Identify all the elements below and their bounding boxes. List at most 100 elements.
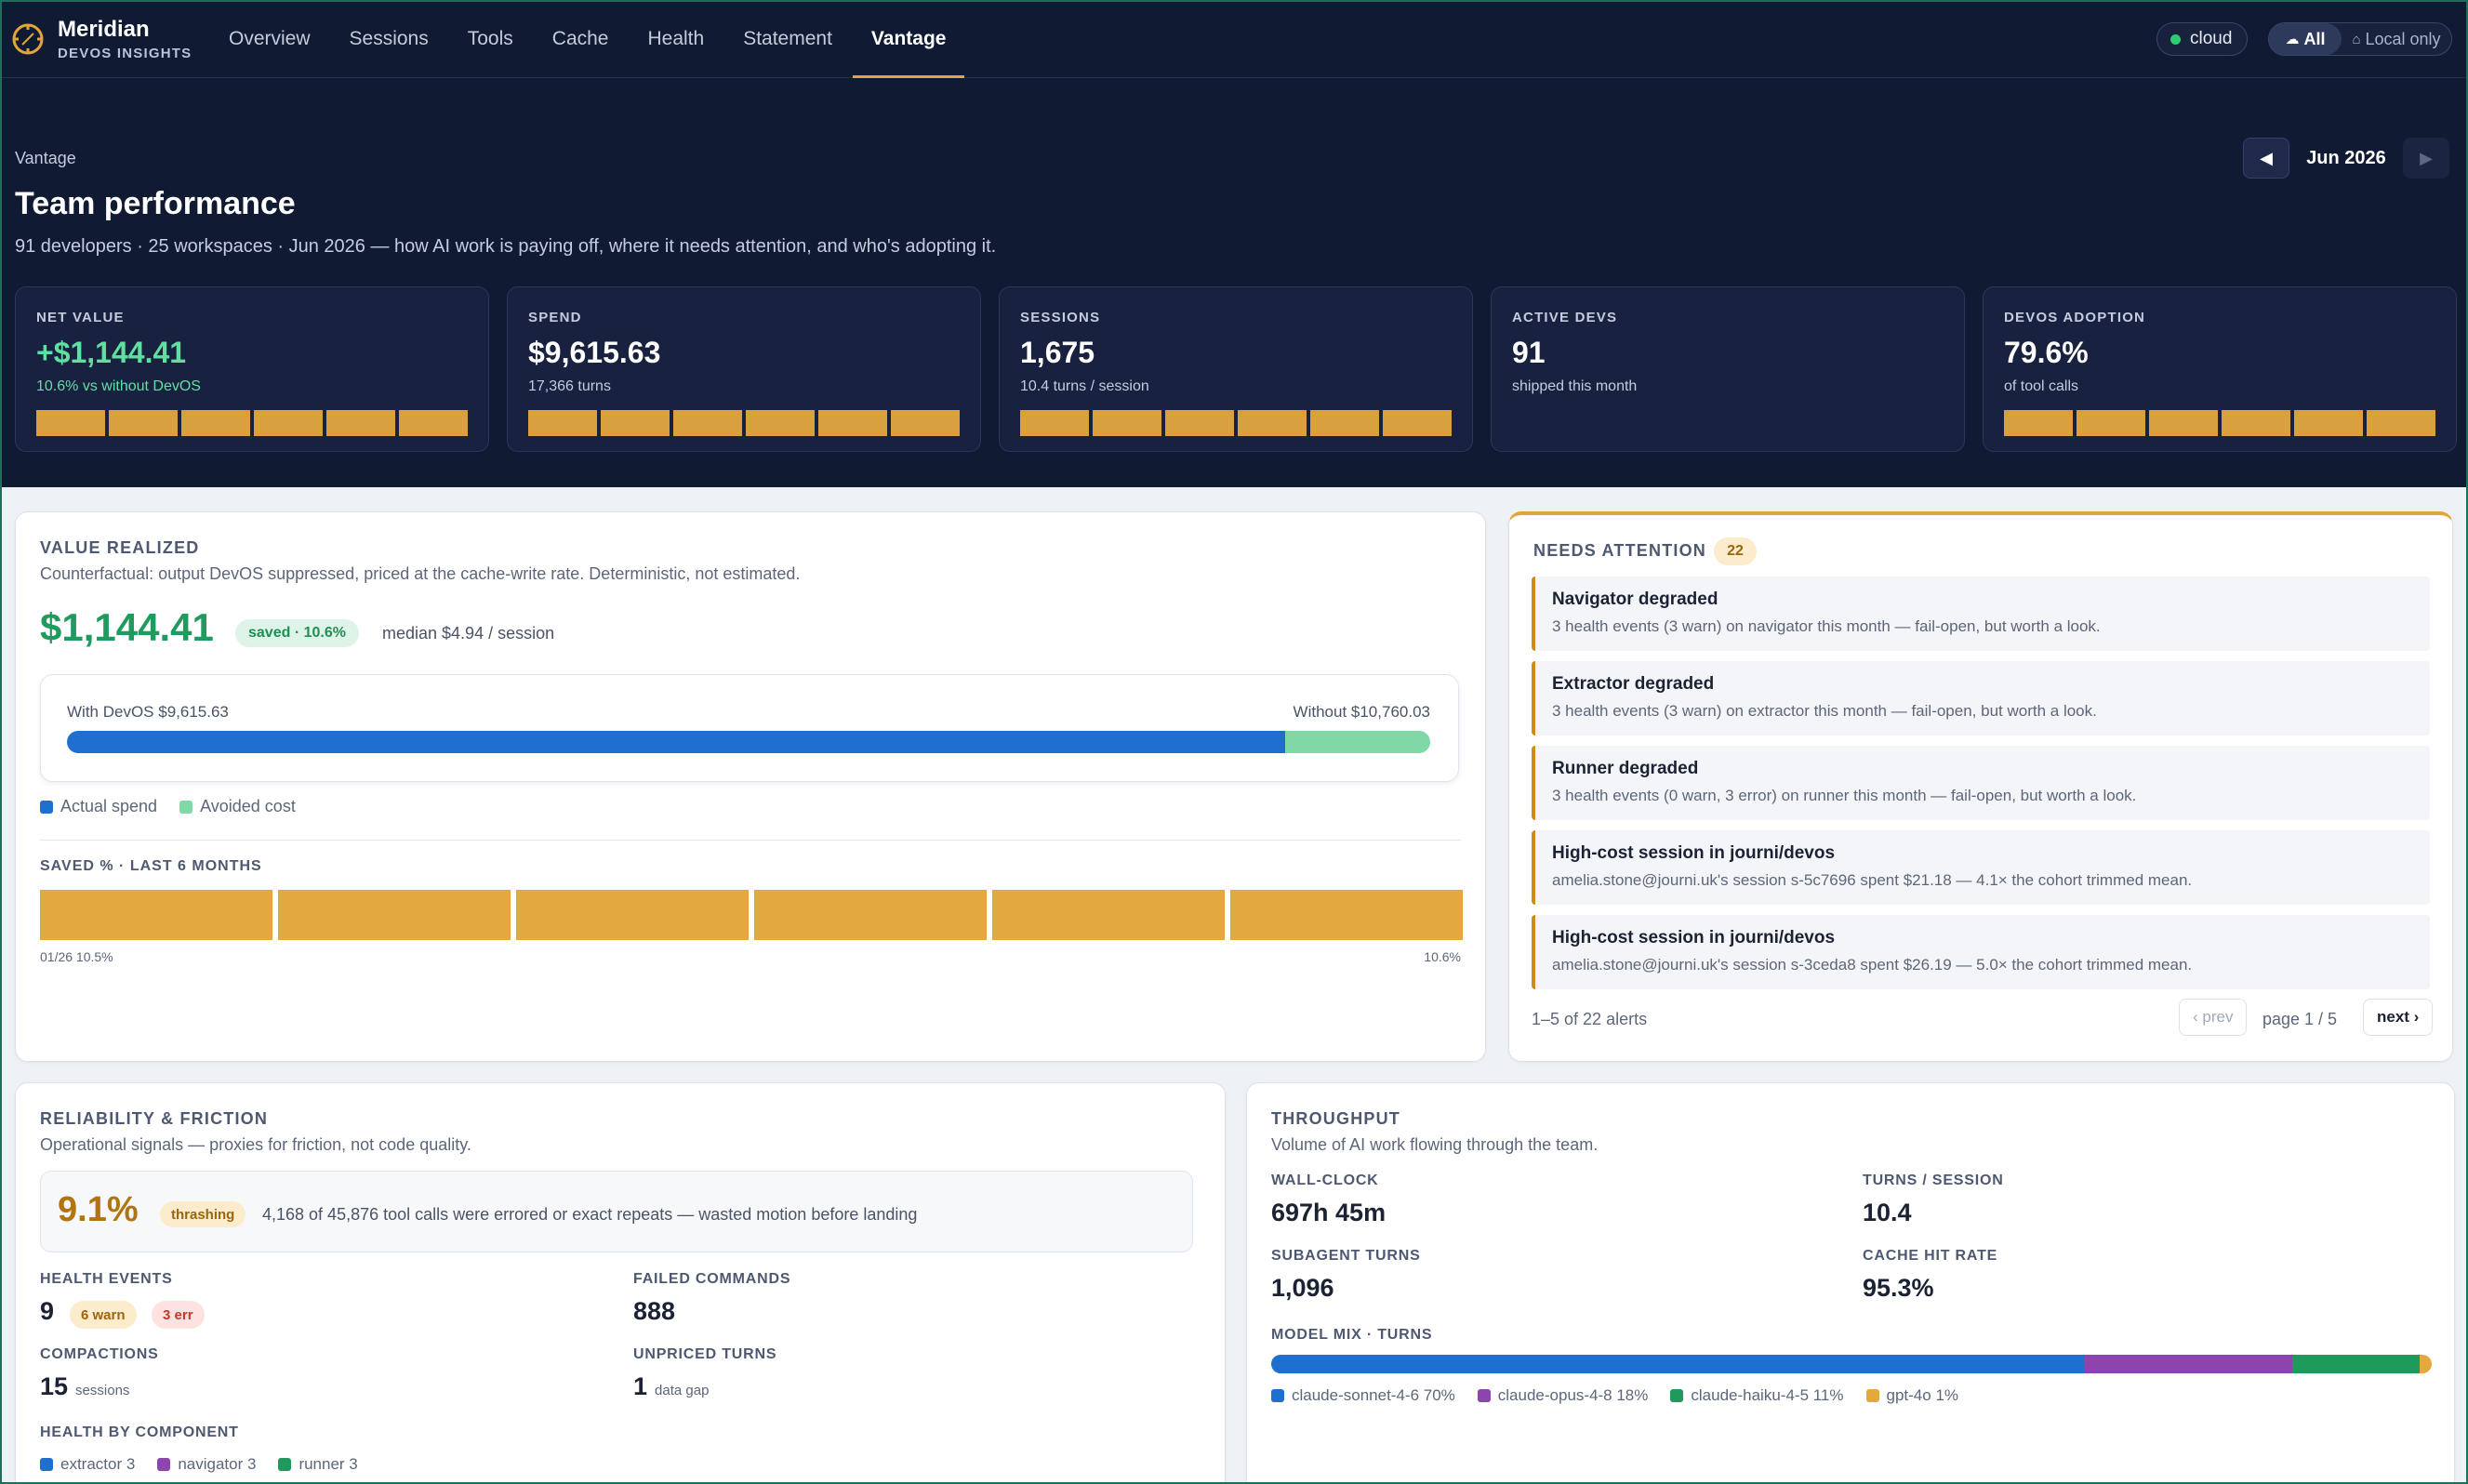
- brand-name: Meridian: [58, 17, 150, 42]
- kpi-value: 1,675: [1020, 336, 1095, 369]
- home-icon: ⌂: [2352, 31, 2361, 47]
- nav-overview[interactable]: Overview: [229, 28, 311, 49]
- kpi-value: +$1,144.41: [36, 336, 187, 369]
- alert-item[interactable]: Extractor degraded 3 health events (3 wa…: [1532, 661, 2430, 735]
- kpi-sparkbars: [1020, 410, 1452, 436]
- saved-history-end: 10.6%: [1424, 949, 1461, 964]
- component-navigator: navigator 3: [178, 1455, 257, 1473]
- brand[interactable]: Meridian DEVOS INSIGHTS: [9, 17, 192, 61]
- needs-attention-card: NEEDS ATTENTION 22 Navigator degraded 3 …: [1508, 511, 2453, 1062]
- kpi-label: DEVOS ADOPTION: [2004, 310, 2146, 325]
- saved-history-start: 01/26 10.5%: [40, 949, 113, 964]
- pagination-info: 1–5 of 22 alerts: [1532, 1010, 1648, 1028]
- legend-swatch: [179, 800, 193, 814]
- spark-bar: [746, 410, 815, 436]
- card-title: NEEDS ATTENTION: [1533, 541, 1707, 560]
- warn-count-badge: 6 warn: [70, 1301, 137, 1329]
- prev-month-button[interactable]: ◀: [2243, 138, 2289, 179]
- thrashing-badge: thrashing: [160, 1201, 246, 1227]
- spark-bar: [601, 410, 670, 436]
- legend-swatch: [1477, 1389, 1491, 1402]
- prev-page-button[interactable]: ‹ prev: [2179, 999, 2248, 1036]
- compactions-value: 15 sessions: [40, 1372, 129, 1401]
- kpi-sub: 10.6% vs without DevOS: [36, 378, 201, 394]
- page-title: Team performance: [15, 186, 296, 221]
- next-page-button[interactable]: next ›: [2363, 999, 2434, 1036]
- model-mix-segment: [1271, 1355, 2084, 1373]
- kpi-sessions: SESSIONS 1,675 10.4 turns / session: [999, 286, 1473, 452]
- alert-body: amelia.stone@journi.uk's session s-5c769…: [1552, 871, 2193, 889]
- alert-title: Navigator degraded: [1552, 590, 1718, 609]
- cloud-status-pill[interactable]: cloud: [2156, 22, 2249, 56]
- kpi-value: 79.6%: [2004, 336, 2089, 369]
- card-description: Volume of AI work flowing through the te…: [1271, 1135, 1599, 1154]
- alert-body: 3 health events (3 warn) on extractor th…: [1552, 702, 2097, 720]
- alert-item[interactable]: High-cost session in journi/devos amelia…: [1532, 830, 2430, 905]
- scope-local-button[interactable]: ⌂ Local only: [2342, 23, 2451, 55]
- legend-swatch: [157, 1458, 171, 1471]
- nav-statement[interactable]: Statement: [743, 28, 832, 49]
- nav-vantage[interactable]: Vantage: [852, 0, 965, 78]
- turns-per-session-label: TURNS / SESSION: [1863, 1173, 2004, 1188]
- saved-month-bar: [516, 890, 749, 940]
- spark-bar: [2077, 410, 2145, 436]
- spark-bar: [2222, 410, 2290, 436]
- model-legend-item: claude-haiku-4-5 11%: [1670, 1386, 1844, 1405]
- nav-sessions[interactable]: Sessions: [349, 28, 429, 49]
- without-devos-label: Without $10,760.03: [1293, 703, 1430, 721]
- kpi-label: SPEND: [528, 310, 582, 325]
- kpi-sub: 10.4 turns / session: [1020, 378, 1149, 394]
- nav-cache[interactable]: Cache: [551, 28, 609, 49]
- legend-swatch: [1865, 1389, 1879, 1402]
- spark-bar: [254, 410, 323, 436]
- alert-item[interactable]: High-cost session in journi/devos amelia…: [1532, 915, 2430, 989]
- alert-item[interactable]: Navigator degraded 3 health events (3 wa…: [1532, 576, 2430, 651]
- scope-toggle: ☁ All ⌂ Local only: [2268, 22, 2452, 56]
- legend-swatch: [40, 800, 53, 814]
- spark-bar: [673, 410, 742, 436]
- spark-bar: [36, 410, 105, 436]
- hero-section: Vantage Team performance 91 developers ·…: [0, 78, 2468, 487]
- model-legend-item: gpt-4o 1%: [1865, 1386, 1958, 1405]
- scope-all-button[interactable]: ☁ All: [2269, 23, 2342, 55]
- thrashing-value: 9.1%: [58, 1190, 139, 1229]
- health-by-component-title: HEALTH BY COMPONENT: [40, 1424, 239, 1440]
- subagent-turns-label: SUBAGENT TURNS: [1271, 1248, 1421, 1264]
- alert-body: 3 health events (3 warn) on navigator th…: [1552, 617, 2101, 635]
- compactions-label: COMPACTIONS: [40, 1346, 159, 1362]
- model-legend-item: claude-sonnet-4-6 70%: [1271, 1386, 1455, 1405]
- failed-commands-value: 888: [633, 1297, 676, 1325]
- turns-per-session-value: 10.4: [1863, 1199, 1912, 1226]
- alert-body: amelia.stone@journi.uk's session s-3ceda…: [1552, 956, 2193, 974]
- spark-bar: [891, 410, 960, 436]
- triangle-right-icon: ▶: [2420, 148, 2433, 167]
- unpriced-turns-value: 1 data gap: [633, 1372, 709, 1401]
- kpi-value: $9,615.63: [528, 336, 661, 369]
- next-month-button[interactable]: ▶: [2403, 138, 2449, 179]
- spark-bar: [1383, 410, 1452, 436]
- kpi-label: SESSIONS: [1020, 310, 1101, 325]
- model-legend-label: claude-sonnet-4-6 70%: [1292, 1386, 1455, 1404]
- spark-bar: [1238, 410, 1307, 436]
- kpi-sub: 17,366 turns: [528, 378, 611, 394]
- alert-title: Extractor degraded: [1552, 674, 1715, 694]
- saved-month-bar: [40, 890, 272, 940]
- median-per-session: median $4.94 / session: [382, 624, 555, 643]
- value-realized-amount: $1,144.41: [40, 605, 214, 649]
- spark-bar: [181, 410, 250, 436]
- alert-item[interactable]: Runner degraded 3 health events (0 warn,…: [1532, 746, 2430, 820]
- kpi-active-devs: ACTIVE DEVS 91 shipped this month: [1491, 286, 1965, 452]
- card-title: RELIABILITY & FRICTION: [40, 1109, 269, 1128]
- saved-month-bar: [754, 890, 987, 940]
- nav-tools[interactable]: Tools: [467, 28, 513, 49]
- model-legend-item: claude-opus-4-8 18%: [1477, 1386, 1649, 1405]
- component-extractor: extractor 3: [60, 1455, 136, 1473]
- model-legend-label: claude-opus-4-8 18%: [1497, 1386, 1649, 1404]
- comparison-bar-track: [67, 731, 1430, 753]
- nav-health[interactable]: Health: [647, 28, 705, 49]
- breadcrumb[interactable]: Vantage: [15, 149, 76, 167]
- actual-spend-fill: [67, 731, 1286, 753]
- status-dot-icon: [2170, 33, 2181, 45]
- kpi-value: 91: [1512, 336, 1546, 369]
- model-mix-segment: [2083, 1355, 2293, 1373]
